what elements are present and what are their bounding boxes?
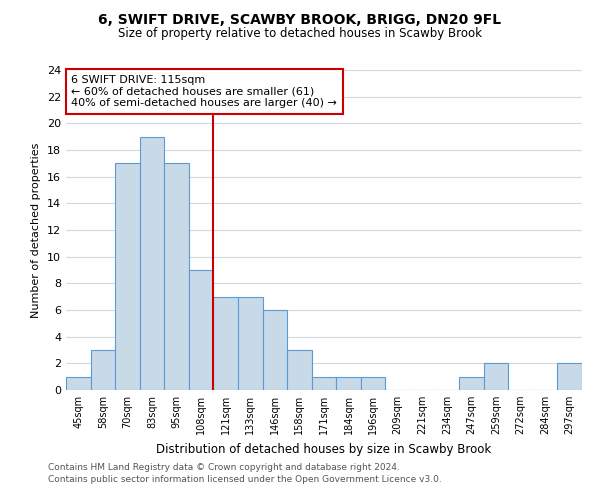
Bar — [361, 376, 385, 390]
Text: Size of property relative to detached houses in Scawby Brook: Size of property relative to detached ho… — [118, 28, 482, 40]
Bar — [336, 376, 361, 390]
Text: Contains public sector information licensed under the Open Government Licence v3: Contains public sector information licen… — [48, 474, 442, 484]
Bar — [189, 270, 214, 390]
Bar — [91, 350, 115, 390]
Bar — [484, 364, 508, 390]
Text: 6, SWIFT DRIVE, SCAWBY BROOK, BRIGG, DN20 9FL: 6, SWIFT DRIVE, SCAWBY BROOK, BRIGG, DN2… — [98, 12, 502, 26]
Bar — [459, 376, 484, 390]
Bar — [287, 350, 312, 390]
Bar — [557, 364, 582, 390]
Y-axis label: Number of detached properties: Number of detached properties — [31, 142, 41, 318]
X-axis label: Distribution of detached houses by size in Scawby Brook: Distribution of detached houses by size … — [157, 442, 491, 456]
Bar — [66, 376, 91, 390]
Bar — [263, 310, 287, 390]
Text: Contains HM Land Registry data © Crown copyright and database right 2024.: Contains HM Land Registry data © Crown c… — [48, 464, 400, 472]
Bar — [115, 164, 140, 390]
Bar — [164, 164, 189, 390]
Bar — [312, 376, 336, 390]
Text: 6 SWIFT DRIVE: 115sqm
← 60% of detached houses are smaller (61)
40% of semi-deta: 6 SWIFT DRIVE: 115sqm ← 60% of detached … — [71, 75, 337, 108]
Bar — [214, 296, 238, 390]
Bar — [238, 296, 263, 390]
Bar — [140, 136, 164, 390]
